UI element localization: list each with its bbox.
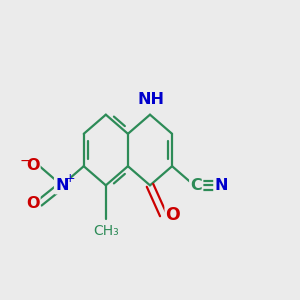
Text: O: O (26, 158, 40, 173)
Text: +: + (64, 172, 75, 185)
Text: O: O (165, 206, 180, 224)
Text: N: N (56, 178, 69, 193)
Text: O: O (26, 196, 40, 211)
Text: −: − (19, 154, 31, 168)
Text: CH₃: CH₃ (93, 224, 119, 239)
Text: NH: NH (138, 92, 165, 107)
Text: C: C (190, 178, 202, 193)
Text: N: N (214, 178, 228, 193)
